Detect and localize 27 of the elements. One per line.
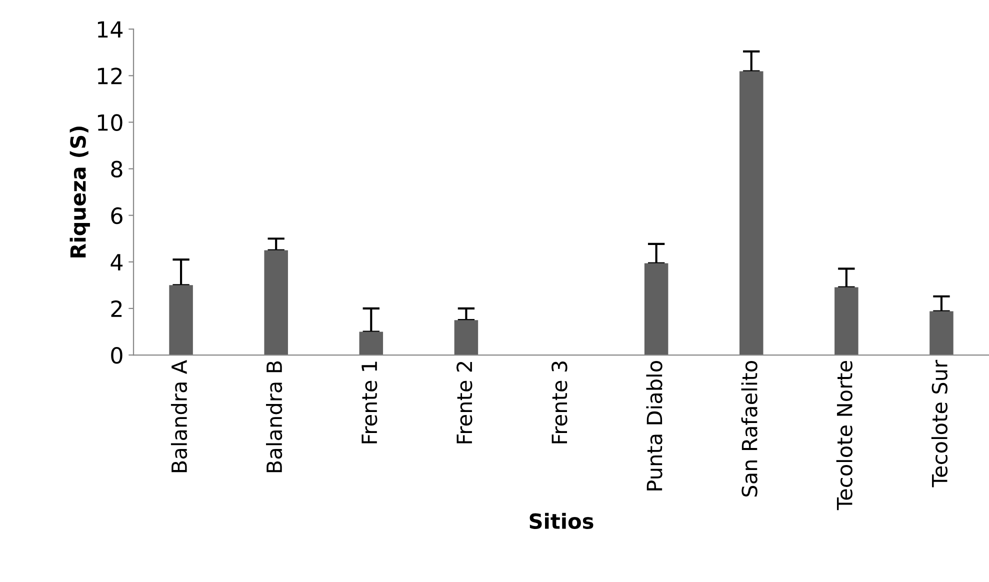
y-tick-label: 14 xyxy=(98,21,123,38)
y-tick-label: 4 xyxy=(110,254,123,270)
bar xyxy=(739,71,764,356)
bar xyxy=(834,287,858,356)
bar xyxy=(454,320,478,356)
y-tick-label: 6 xyxy=(111,207,122,224)
bar xyxy=(359,332,384,356)
x-tick-label: Frente 1 xyxy=(362,362,378,444)
y-tick-label: 2 xyxy=(111,300,122,317)
y-axis-title: Riqueza (S) xyxy=(70,126,90,258)
x-tick-label: Balandra A xyxy=(170,360,188,472)
x-tick-label: Tecolote Norte xyxy=(836,360,852,510)
bar xyxy=(930,311,954,356)
bar xyxy=(264,250,288,356)
y-tick-label: 0 xyxy=(111,346,122,364)
y-tick-label: 10 xyxy=(98,114,122,131)
x-tick-label: Punta Diablo xyxy=(646,361,662,490)
x-tick-label: Balandra B xyxy=(266,361,282,472)
x-tick-label: Frente 3 xyxy=(552,362,568,444)
x-axis-title: Sitios xyxy=(530,512,594,530)
y-tick-label: 8 xyxy=(111,160,122,178)
x-tick-label: Tecolote Sur xyxy=(931,360,948,488)
bar xyxy=(644,263,668,356)
x-tick-label: Frente 2 xyxy=(456,362,472,444)
y-tick-label: 12 xyxy=(98,68,122,84)
x-tick-label: San Rafaelito xyxy=(741,361,758,497)
bar xyxy=(169,285,193,356)
